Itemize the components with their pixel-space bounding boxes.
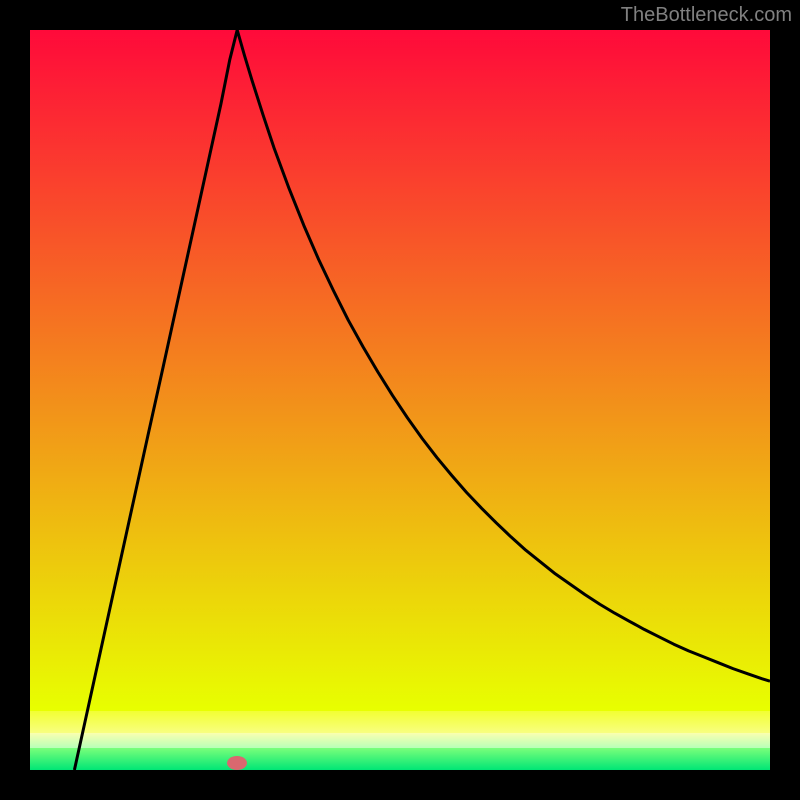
watermark-text: TheBottleneck.com (621, 4, 792, 27)
chart-container: TheBottleneck.com (0, 0, 800, 800)
plot-area (30, 30, 770, 770)
bottleneck-curve (30, 30, 770, 770)
optimum-marker (227, 756, 247, 770)
curve-path (74, 30, 770, 770)
